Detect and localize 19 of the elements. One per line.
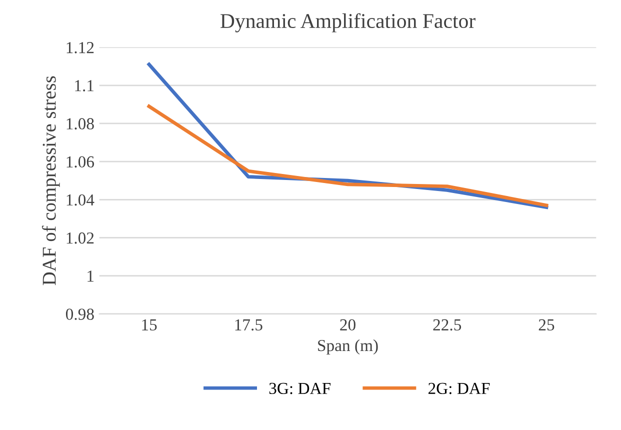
y-tick-label: 1.02: [66, 232, 94, 244]
y-tick-label: 1.1: [75, 80, 94, 92]
y-tick-label: 1.08: [66, 118, 94, 130]
x-tick-label: 25: [538, 319, 554, 330]
x-tick-label: 22.5: [433, 319, 462, 331]
y-tick-label: 1.12: [66, 42, 94, 54]
x-tick-label: 17.5: [235, 319, 262, 331]
y-tick-label: 1.04: [66, 194, 94, 206]
y-tick-label: 0.98: [66, 308, 94, 320]
y-axis-title: DAF of compressive stress: [42, 76, 60, 286]
y-tick-label: 1.06: [66, 156, 94, 168]
y-tick-label: 1: [88, 270, 94, 282]
legend-label: 2G: DAF: [428, 382, 490, 394]
x-axis-title: Span (m): [318, 339, 378, 355]
chart-title: Dynamic Amplification Factor: [220, 13, 476, 32]
x-tick-label: 20: [340, 319, 356, 330]
x-tick-label: 15: [142, 319, 157, 330]
line-series: [147, 104, 548, 208]
legend-label: 3G: DAF: [269, 382, 330, 394]
